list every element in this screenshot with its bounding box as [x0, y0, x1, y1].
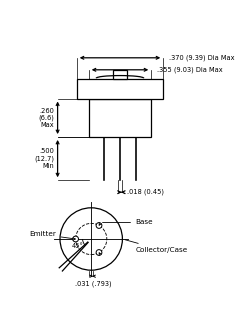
Text: .370 (9.39) Dia Max: .370 (9.39) Dia Max	[169, 54, 235, 61]
Circle shape	[96, 250, 102, 255]
Text: .260
(6.6)
Max: .260 (6.6) Max	[38, 108, 54, 128]
Text: .031 (.793): .031 (.793)	[75, 280, 112, 287]
Text: .018 (0.45): .018 (0.45)	[127, 189, 164, 195]
Circle shape	[96, 223, 102, 228]
Bar	[113, 70, 127, 80]
Text: .355 (9.03) Dia Max: .355 (9.03) Dia Max	[157, 67, 223, 73]
Text: Emitter: Emitter	[29, 231, 73, 239]
Text: Base: Base	[102, 219, 153, 225]
Bar	[77, 80, 163, 99]
Bar	[89, 99, 151, 137]
Text: Collector/Case: Collector/Case	[125, 240, 188, 253]
Circle shape	[73, 236, 78, 242]
Text: 45°: 45°	[72, 243, 84, 249]
Text: .500
(12.7)
Min: .500 (12.7) Min	[34, 148, 54, 169]
